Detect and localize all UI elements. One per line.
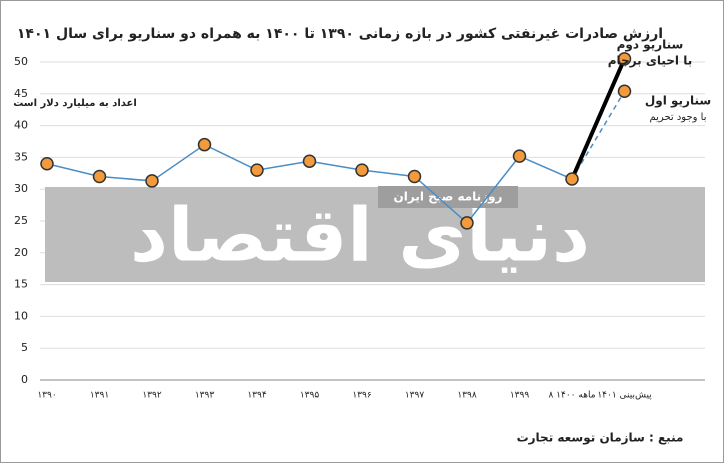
marker xyxy=(40,157,54,171)
series-line xyxy=(570,58,627,180)
y-tick-label: 25 xyxy=(14,214,28,227)
x-tick-label: ۱۳۹۴ xyxy=(247,391,267,401)
y-tick-label: 35 xyxy=(14,150,28,163)
series-note: با وجود تحریم xyxy=(649,112,706,123)
marker xyxy=(512,149,527,163)
marker xyxy=(565,172,579,186)
y-tick-label: 5 xyxy=(21,341,28,354)
marker xyxy=(617,84,632,99)
y-tick-label: 0 xyxy=(21,373,28,386)
chart-title: ارزش صادرات غیرنفتی کشور در بازه زمانی ۱… xyxy=(17,26,663,42)
y-tick-label: 30 xyxy=(14,182,28,195)
marker xyxy=(407,169,422,184)
y-tick-label: 20 xyxy=(14,246,28,259)
y-tick-label: 45 xyxy=(14,87,28,100)
series-note: با احیای برجام xyxy=(608,54,692,69)
marker xyxy=(250,163,264,177)
marker xyxy=(92,169,107,184)
x-tick-label: ۱۳۹۹ xyxy=(510,391,530,401)
x-tick-label: ۱۳۹۶ xyxy=(352,391,372,401)
marker xyxy=(617,52,632,66)
x-tick-label: ۱۳۹۳ xyxy=(195,391,215,401)
series-line xyxy=(571,90,626,180)
marker xyxy=(197,137,212,152)
source: منبع : سازمان توسعه تجارت xyxy=(517,431,684,446)
x-tick-label: ۸ ماهه ۱۴۰۰ xyxy=(548,391,595,401)
watermark: دنیای اقتصاد xyxy=(130,193,590,279)
x-tick-label: ۱۳۹۵ xyxy=(300,391,320,401)
marker xyxy=(145,174,159,188)
unit-note: اعداد به میلیارد دلار است xyxy=(13,98,137,109)
watermark-band xyxy=(45,187,705,282)
x-tick-label: پیش‌بینی ۱۴۰۱ xyxy=(597,391,652,401)
series-label: سناریو اول xyxy=(645,94,711,109)
watermark-tag-text: روزنامه صبح ایران xyxy=(394,190,503,205)
x-tick-label: ۱۳۹۰ xyxy=(37,391,56,401)
x-tick-label: ۱۳۹۸ xyxy=(457,391,477,401)
y-tick-label: 50 xyxy=(14,55,28,68)
y-tick-label: 15 xyxy=(14,278,28,291)
x-tick-label: ۱۳۹۷ xyxy=(405,391,425,401)
x-tick-label: ۱۳۹۲ xyxy=(142,391,162,401)
y-tick-label: 10 xyxy=(14,309,28,322)
marker xyxy=(355,163,369,177)
series-label: سناریو دوم xyxy=(617,38,684,53)
x-tick-label: ۱۳۹۱ xyxy=(90,391,109,401)
y-tick-label: 40 xyxy=(14,119,28,132)
marker xyxy=(460,216,474,230)
marker xyxy=(302,154,317,168)
